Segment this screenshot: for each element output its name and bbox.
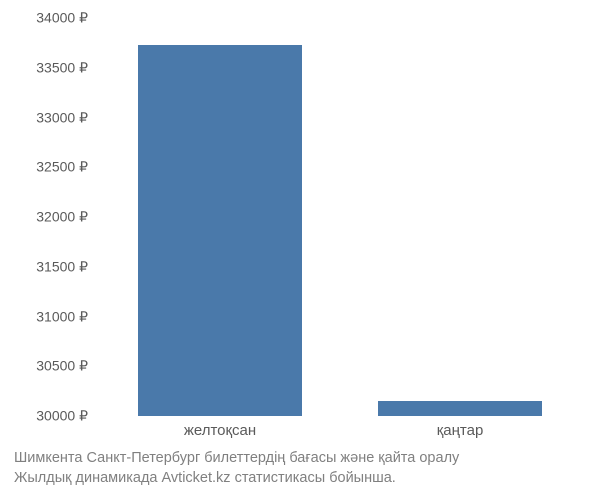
plot-area [100,18,580,416]
y-axis: 34000 ₽33500 ₽33000 ₽32500 ₽32000 ₽31500… [0,18,96,416]
caption-line-2: Жылдық динамикада Avticket.kz статистика… [14,468,594,488]
x-tick-label: қаңтар [437,422,484,439]
x-axis: желтоқсан қаңтар [100,418,580,446]
y-tick-label: 32000 ₽ [36,209,88,226]
y-tick-label: 33500 ₽ [36,59,88,76]
chart-caption: Шимкента Санкт-Петербург билеттердің бағ… [14,448,594,489]
bar [138,45,301,416]
y-tick-label: 32500 ₽ [36,159,88,176]
y-tick-label: 30500 ₽ [36,358,88,375]
y-tick-label: 33000 ₽ [36,109,88,126]
price-bar-chart: 34000 ₽ 33500 ₽ 33000 ₽ 32500 ₽ 32000 ₽ 31500… [0,0,600,500]
y-tick-label: 31000 ₽ [36,308,88,325]
y-tick-label: 30000 ₽ [36,408,88,425]
bar [378,401,541,416]
caption-line-1: Шимкента Санкт-Петербург билеттердің бағ… [14,448,594,468]
y-tick-label: 31500 ₽ [36,258,88,275]
y-tick-label: 34000 ₽ [36,10,88,27]
x-tick-label: желтоқсан [184,422,256,439]
